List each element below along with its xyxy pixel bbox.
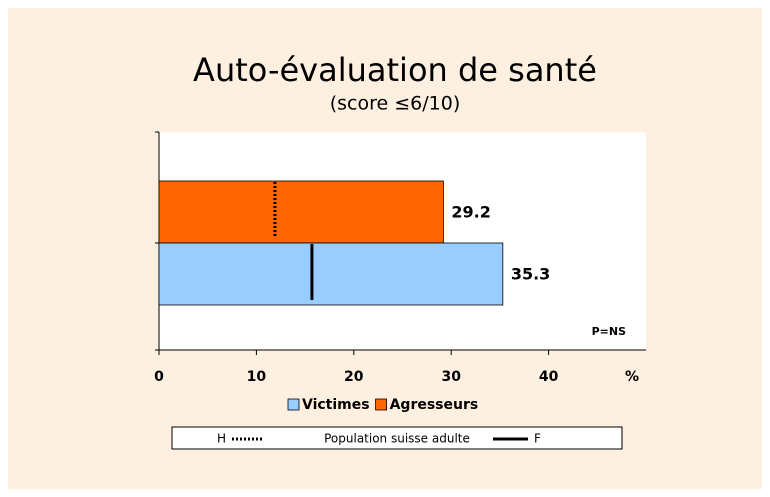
legend-label: Agresseurs [390,397,479,413]
legend-swatch [375,398,387,411]
x-tick-label: 30 [441,369,461,385]
x-tick-label: 0 [154,369,164,385]
chart-title: Auto-évaluation de santé [193,51,597,89]
reference-legend-name: F [534,432,541,446]
x-tick-label: 20 [344,369,364,385]
bar [158,180,444,244]
data-label: 29.2 [451,203,490,222]
x-axis-label: % [625,369,639,385]
bar [158,242,504,306]
reference-legend-name: H [217,432,226,446]
reference-legend-box [171,426,623,450]
legend-label: Victimes [302,397,370,413]
x-tick-label: 40 [539,369,559,385]
annotation: P=NS [592,325,626,338]
reference-legend-label: Population suisse adulte [324,432,470,446]
x-tick-label: 10 [247,369,267,385]
legend-swatch [287,398,300,411]
data-label: 35.3 [511,265,550,284]
chart-subtitle: (score ≤6/10) [330,93,461,115]
